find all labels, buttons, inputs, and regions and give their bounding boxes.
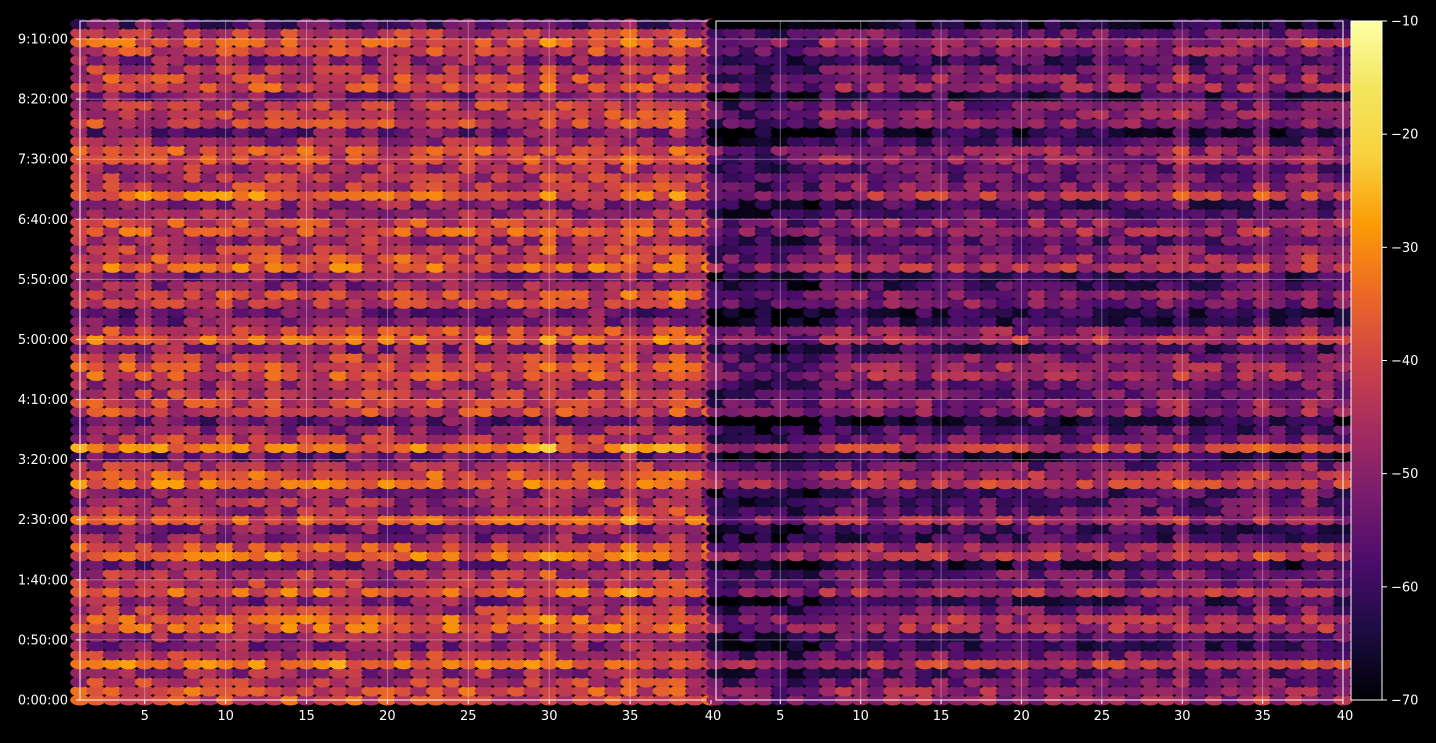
heatmap-panel-left — [70, 19, 721, 706]
heatmap-panel-right — [706, 19, 1352, 706]
